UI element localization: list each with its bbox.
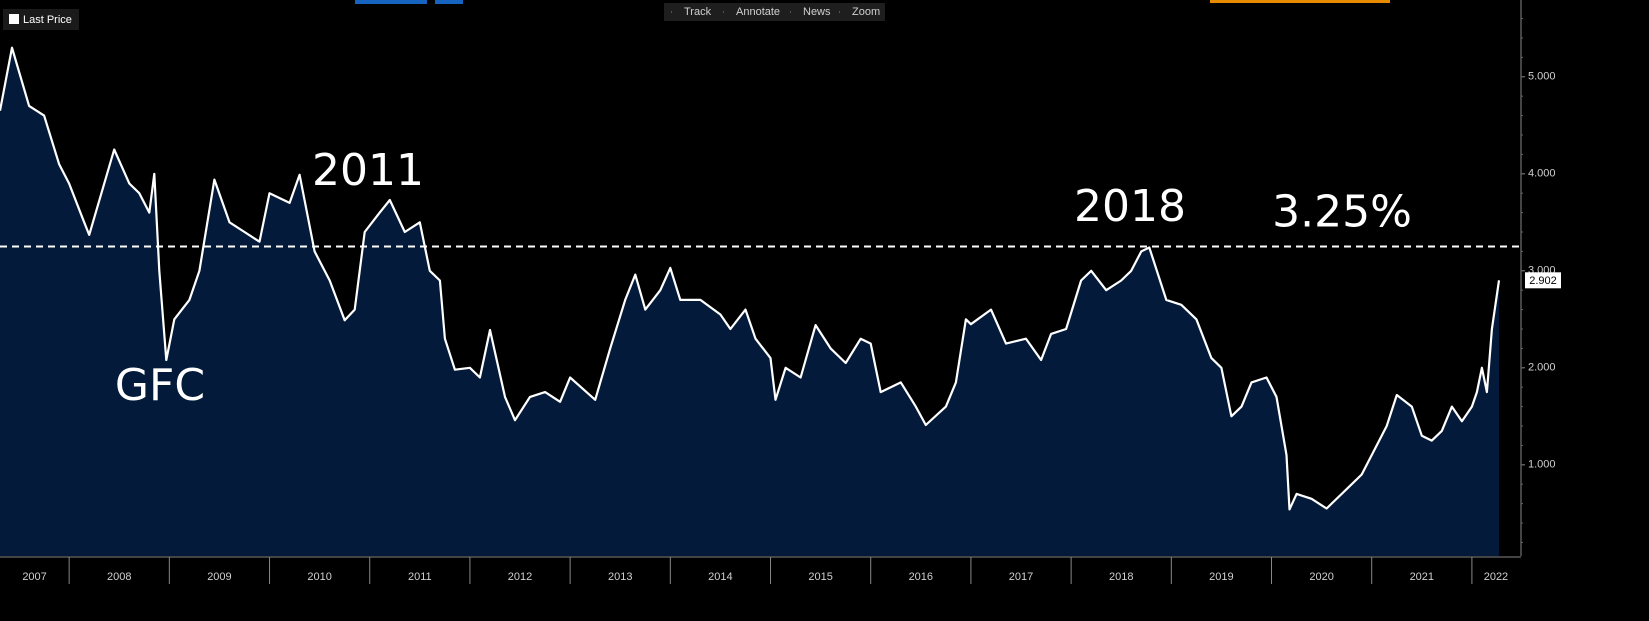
toolbar-button[interactable]: · News <box>789 6 831 18</box>
y-tick-label: 2.000 <box>1528 362 1556 374</box>
toolbar-label[interactable]: Track <box>684 6 712 18</box>
y-tick-label: 4.000 <box>1528 168 1556 180</box>
y-tick-label: 1.000 <box>1528 459 1556 471</box>
toolbar-button[interactable]: · Track <box>670 6 712 18</box>
legend-label: Last Price <box>23 14 72 26</box>
line <box>0 46 1501 511</box>
toolbar-icon: · <box>722 6 725 16</box>
x-tick-label: 2009 <box>207 571 231 583</box>
toolbar-icon: · <box>670 6 673 16</box>
x-tick-label: 2008 <box>107 571 131 583</box>
toolbar-button[interactable]: · Annotate <box>722 6 780 18</box>
x-tick-label: 2011 <box>408 571 432 583</box>
x-tick-label: 2015 <box>808 571 832 583</box>
x-tick-label: 2017 <box>1009 571 1033 583</box>
y-tick-label: 5.000 <box>1528 71 1556 83</box>
x-tick-label: 2020 <box>1309 571 1333 583</box>
toolbar-label[interactable]: News <box>803 6 831 18</box>
toolbar-button[interactable]: · Zoom <box>838 6 880 18</box>
toolbar-icon: · <box>789 6 792 16</box>
annotation: 2018 <box>1074 181 1186 232</box>
toolbar: · Track · Annotate · News · Zoom <box>664 3 885 21</box>
toolbar-icon: · <box>838 6 841 16</box>
legend-box <box>3 9 79 30</box>
top-tab <box>355 0 427 4</box>
annotation: GFC <box>115 360 205 411</box>
toolbar-label[interactable]: Annotate <box>736 6 780 18</box>
x-tick-label: 2018 <box>1109 571 1133 583</box>
x-tick-label: 2014 <box>708 571 732 583</box>
x-tick-label: 2021 <box>1410 571 1434 583</box>
area <box>0 47 1499 556</box>
toolbar-label[interactable]: Zoom <box>852 6 880 18</box>
x-tick-label: 2022 <box>1484 571 1508 583</box>
x-tick-label: 2012 <box>508 571 532 583</box>
x-tick-label: 2010 <box>307 571 331 583</box>
top-tab <box>435 0 463 4</box>
annotation: 2011 <box>312 145 424 196</box>
toolbar-bg <box>664 3 885 21</box>
last-value-box <box>1525 272 1561 289</box>
x-tick-label: 2007 <box>22 571 46 583</box>
last-value-label: 2.902 <box>1529 275 1557 287</box>
legend-swatch <box>9 14 19 24</box>
x-tick-label: 2016 <box>909 571 933 583</box>
reference-label: 3.25% <box>1272 187 1412 238</box>
x-tick-label: 2013 <box>608 571 632 583</box>
top-tab <box>1210 0 1390 3</box>
x-tick-label: 2019 <box>1209 571 1233 583</box>
